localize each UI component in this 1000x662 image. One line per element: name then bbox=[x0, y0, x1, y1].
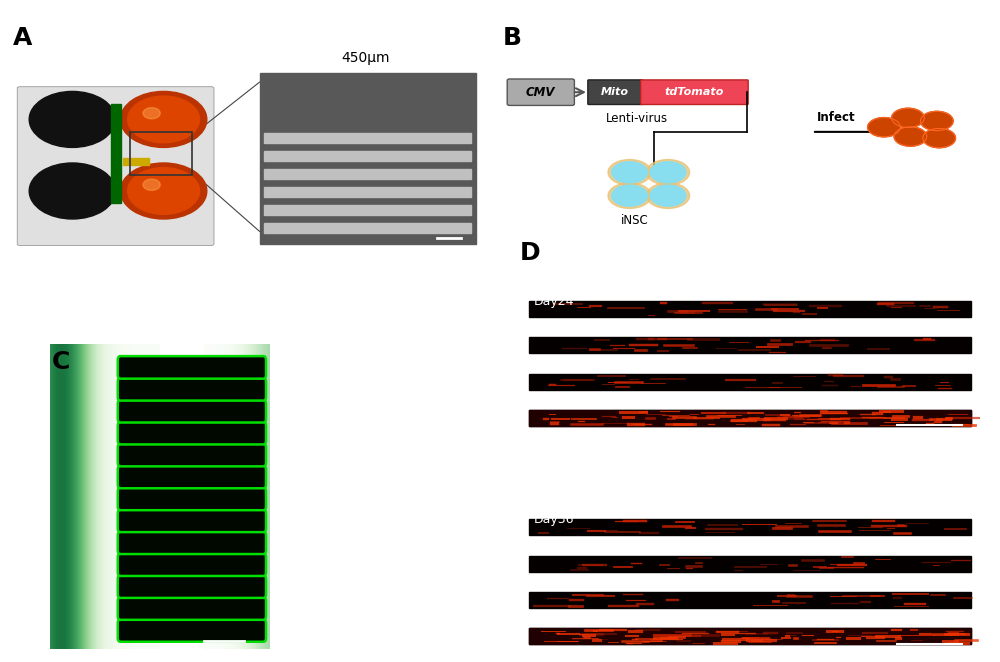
Bar bbox=[264, 133, 471, 143]
FancyBboxPatch shape bbox=[118, 575, 266, 598]
Text: A: A bbox=[12, 26, 32, 50]
Ellipse shape bbox=[646, 183, 690, 209]
Text: 450μm: 450μm bbox=[341, 51, 389, 65]
Bar bbox=[529, 410, 971, 426]
FancyBboxPatch shape bbox=[588, 80, 643, 105]
Circle shape bbox=[120, 91, 207, 148]
Circle shape bbox=[29, 163, 116, 219]
Bar bbox=[264, 187, 471, 197]
Ellipse shape bbox=[608, 183, 651, 209]
Text: Day36: Day36 bbox=[534, 513, 574, 526]
Text: Infect: Infect bbox=[817, 111, 855, 124]
Bar bbox=[264, 151, 471, 161]
FancyBboxPatch shape bbox=[118, 532, 266, 554]
FancyBboxPatch shape bbox=[118, 553, 266, 576]
Ellipse shape bbox=[894, 127, 927, 146]
Bar bbox=[123, 158, 149, 165]
Circle shape bbox=[143, 108, 160, 118]
Bar bbox=[529, 519, 971, 535]
FancyBboxPatch shape bbox=[641, 80, 748, 105]
Circle shape bbox=[29, 91, 116, 148]
Text: D: D bbox=[520, 241, 541, 265]
Text: C: C bbox=[52, 350, 71, 374]
Circle shape bbox=[120, 163, 207, 219]
Bar bbox=[529, 301, 971, 316]
Ellipse shape bbox=[923, 128, 956, 148]
Text: Mito: Mito bbox=[601, 87, 629, 97]
FancyBboxPatch shape bbox=[17, 87, 214, 246]
Ellipse shape bbox=[868, 118, 900, 137]
Ellipse shape bbox=[920, 111, 953, 130]
FancyBboxPatch shape bbox=[507, 79, 574, 105]
FancyBboxPatch shape bbox=[118, 510, 266, 532]
Bar bbox=[529, 592, 971, 608]
Ellipse shape bbox=[612, 185, 648, 207]
Bar bbox=[264, 205, 471, 215]
Text: CMV: CMV bbox=[526, 85, 556, 99]
Ellipse shape bbox=[650, 162, 686, 183]
Bar bbox=[264, 223, 471, 233]
Bar bbox=[529, 410, 971, 426]
Bar bbox=[529, 337, 971, 353]
Ellipse shape bbox=[650, 185, 686, 207]
Text: Day24: Day24 bbox=[534, 295, 574, 308]
Bar bbox=[111, 104, 121, 203]
Bar bbox=[130, 132, 192, 175]
Bar bbox=[260, 73, 476, 244]
Bar bbox=[529, 555, 971, 571]
Ellipse shape bbox=[608, 160, 651, 185]
FancyBboxPatch shape bbox=[118, 619, 266, 641]
Text: iNSC: iNSC bbox=[621, 214, 648, 227]
Ellipse shape bbox=[612, 162, 648, 183]
Bar bbox=[529, 628, 971, 644]
Circle shape bbox=[128, 167, 200, 214]
Circle shape bbox=[143, 179, 160, 191]
Bar bbox=[529, 373, 971, 389]
FancyBboxPatch shape bbox=[118, 488, 266, 510]
Text: B: B bbox=[502, 26, 521, 50]
FancyBboxPatch shape bbox=[118, 400, 266, 422]
Text: Lenti-virus: Lenti-virus bbox=[606, 112, 668, 124]
Bar bbox=[264, 169, 471, 179]
FancyBboxPatch shape bbox=[118, 422, 266, 444]
FancyBboxPatch shape bbox=[118, 466, 266, 489]
Bar bbox=[529, 628, 971, 644]
FancyBboxPatch shape bbox=[118, 378, 266, 401]
FancyBboxPatch shape bbox=[118, 597, 266, 620]
FancyBboxPatch shape bbox=[118, 356, 266, 379]
Ellipse shape bbox=[646, 160, 690, 185]
FancyBboxPatch shape bbox=[118, 444, 266, 466]
Circle shape bbox=[128, 96, 200, 143]
Text: tdTomato: tdTomato bbox=[665, 87, 724, 97]
Ellipse shape bbox=[892, 108, 924, 128]
